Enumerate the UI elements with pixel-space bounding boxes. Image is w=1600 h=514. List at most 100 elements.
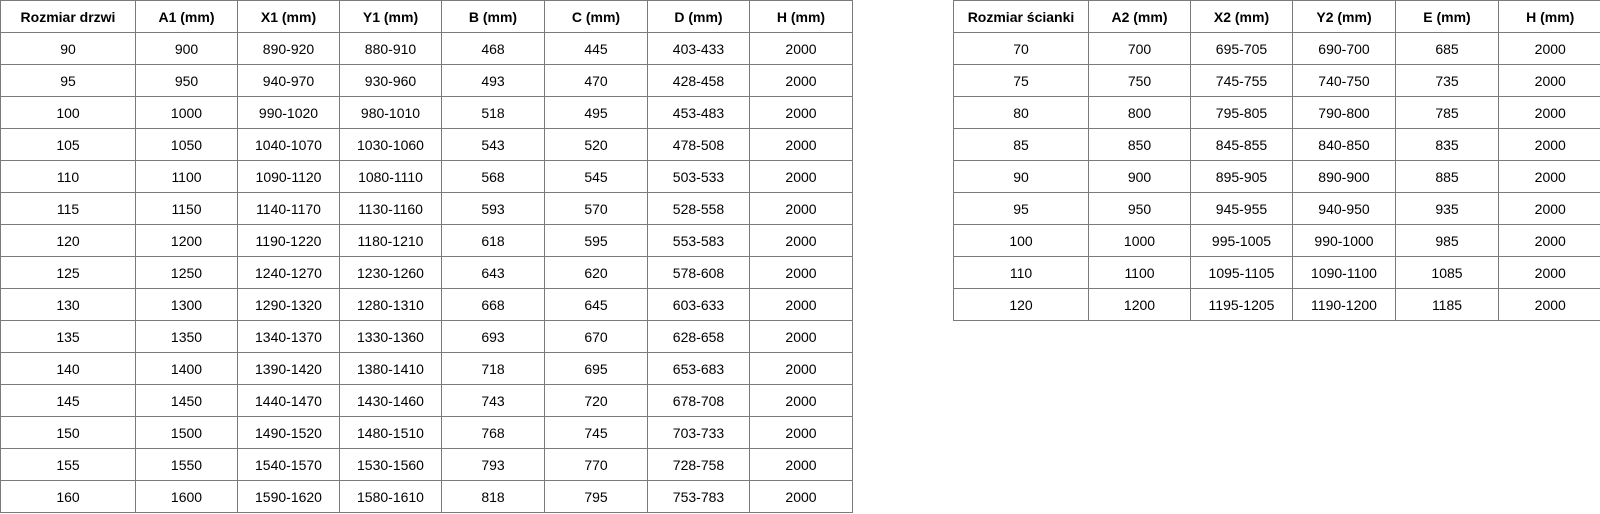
table-row: 75 750 745-755 740-750 735 2000 — [953, 64, 1600, 97]
table-cell: 753-783 — [647, 480, 750, 513]
table-cell: 2000 — [749, 480, 853, 513]
table-cell: 643 — [441, 256, 545, 289]
table-cell: 700 — [1088, 32, 1191, 65]
table-cell: 1390-1420 — [237, 352, 340, 385]
column-header: A2 (mm) — [1088, 0, 1191, 33]
table-cell: 1290-1320 — [237, 288, 340, 321]
table-cell: 793 — [441, 448, 545, 481]
table-cell: 1190-1200 — [1292, 288, 1396, 321]
table-cell: 2000 — [749, 352, 853, 385]
table-cell: 130 — [0, 288, 136, 321]
table-cell: 930-960 — [339, 64, 442, 97]
table-cell: 1490-1520 — [237, 416, 340, 449]
table-cell: 990-1000 — [1292, 224, 1396, 257]
table-cell: 795-805 — [1190, 96, 1293, 129]
table-cell: 950 — [135, 64, 238, 97]
table-cell: 690-700 — [1292, 32, 1396, 65]
table-cell: 895-905 — [1190, 160, 1293, 193]
table-cell: 495 — [544, 96, 648, 129]
table-cell: 2000 — [1498, 192, 1600, 225]
table-cell: 2000 — [749, 64, 853, 97]
table-cell: 2000 — [1498, 32, 1600, 65]
table-cell: 880-910 — [339, 32, 442, 65]
table-cell: 745-755 — [1190, 64, 1293, 97]
table-cell: 728-758 — [647, 448, 750, 481]
table-cell: 1185 — [1395, 288, 1499, 321]
table-cell: 1080-1110 — [339, 160, 442, 193]
column-header: B (mm) — [441, 0, 545, 33]
table-cell: 1340-1370 — [237, 320, 340, 353]
table-row: 155 1550 1540-1570 1530-1560 793 770 728-758 20… — [0, 448, 853, 481]
table-cell: 1600 — [135, 480, 238, 513]
table-cell: 1540-1570 — [237, 448, 340, 481]
table-row: 135 1350 1340-1370 1330-1360 693 670 628-658 20… — [0, 320, 853, 353]
table-cell: 1085 — [1395, 256, 1499, 289]
table-cell: 1095-1105 — [1190, 256, 1293, 289]
table-row: 145 1450 1440-1470 1430-1460 743 720 678-708 20… — [0, 384, 853, 417]
table-cell: 1195-1205 — [1190, 288, 1293, 321]
table-cell: 2000 — [1498, 96, 1600, 129]
table-header-row: Rozmiar drzwi A1 (mm) X1 (mm) Y1 (mm) B (mm)… — [0, 0, 853, 33]
table-cell: 653-683 — [647, 352, 750, 385]
table-cell: 1450 — [135, 384, 238, 417]
table-cell: 720 — [544, 384, 648, 417]
table-row: 160 1600 1590-1620 1580-1610 818 795 753-783 20… — [0, 480, 853, 513]
table-cell: 678-708 — [647, 384, 750, 417]
table-cell: 850 — [1088, 128, 1191, 161]
table-cell: 1500 — [135, 416, 238, 449]
table-row: 100 1000 995-1005 990-1000 985 2000 — [953, 224, 1600, 257]
table-cell: 2000 — [749, 96, 853, 129]
table-cell: 985 — [1395, 224, 1499, 257]
table-cell: 750 — [1088, 64, 1191, 97]
table-cell: 2000 — [749, 224, 853, 257]
column-header: X1 (mm) — [237, 0, 340, 33]
table-row: 90 900 895-905 890-900 885 2000 — [953, 160, 1600, 193]
table-row: 105 1050 1040-1070 1030-1060 543 520 478-508 20… — [0, 128, 853, 161]
table-cell: 790-800 — [1292, 96, 1396, 129]
table-cell: 70 — [953, 32, 1089, 65]
table-cell: 403-433 — [647, 32, 750, 65]
table-row: 95 950 945-955 940-950 935 2000 — [953, 192, 1600, 225]
column-header: Rozmiar drzwi — [0, 0, 136, 33]
table-cell: 2000 — [1498, 256, 1600, 289]
table-cell: 718 — [441, 352, 545, 385]
table-cell: 1100 — [135, 160, 238, 193]
table-cell: 670 — [544, 320, 648, 353]
table-row: 100 1000 990-1020 980-1010 518 495 453-483 2000 — [0, 96, 853, 129]
table-cell: 745 — [544, 416, 648, 449]
table-cell: 553-583 — [647, 224, 750, 257]
table-cell: 1100 — [1088, 256, 1191, 289]
table-cell: 1200 — [1088, 288, 1191, 321]
table-cell: 890-900 — [1292, 160, 1396, 193]
table-cell: 1440-1470 — [237, 384, 340, 417]
table-cell: 1580-1610 — [339, 480, 442, 513]
table-cell: 2000 — [749, 448, 853, 481]
table-cell: 2000 — [749, 320, 853, 353]
table-row: 85 850 845-855 840-850 835 2000 — [953, 128, 1600, 161]
table-cell: 1130-1160 — [339, 192, 442, 225]
table-cell: 2000 — [749, 32, 853, 65]
column-header: E (mm) — [1395, 0, 1499, 33]
table-cell: 768 — [441, 416, 545, 449]
table-cell: 620 — [544, 256, 648, 289]
table-cell: 1040-1070 — [237, 128, 340, 161]
table-cell: 940-950 — [1292, 192, 1396, 225]
table-cell: 1300 — [135, 288, 238, 321]
wall-dimensions-table: Rozmiar ścianki A2 (mm) X2 (mm) Y2 (mm) E (m… — [953, 0, 1600, 321]
table-cell: 115 — [0, 192, 136, 225]
table-cell: 1000 — [135, 96, 238, 129]
table-cell: 1350 — [135, 320, 238, 353]
table-row: 110 1100 1095-1105 1090-1100 1085 2000 — [953, 256, 1600, 289]
table-cell: 1380-1410 — [339, 352, 442, 385]
table-cell: 1250 — [135, 256, 238, 289]
table-cell: 1280-1310 — [339, 288, 442, 321]
table-cell: 150 — [0, 416, 136, 449]
table-cell: 795 — [544, 480, 648, 513]
table-cell: 940-970 — [237, 64, 340, 97]
table-cell: 493 — [441, 64, 545, 97]
table-cell: 785 — [1395, 96, 1499, 129]
table-cell: 543 — [441, 128, 545, 161]
table-cell: 1330-1360 — [339, 320, 442, 353]
table-cell: 693 — [441, 320, 545, 353]
table-cell: 90 — [953, 160, 1089, 193]
